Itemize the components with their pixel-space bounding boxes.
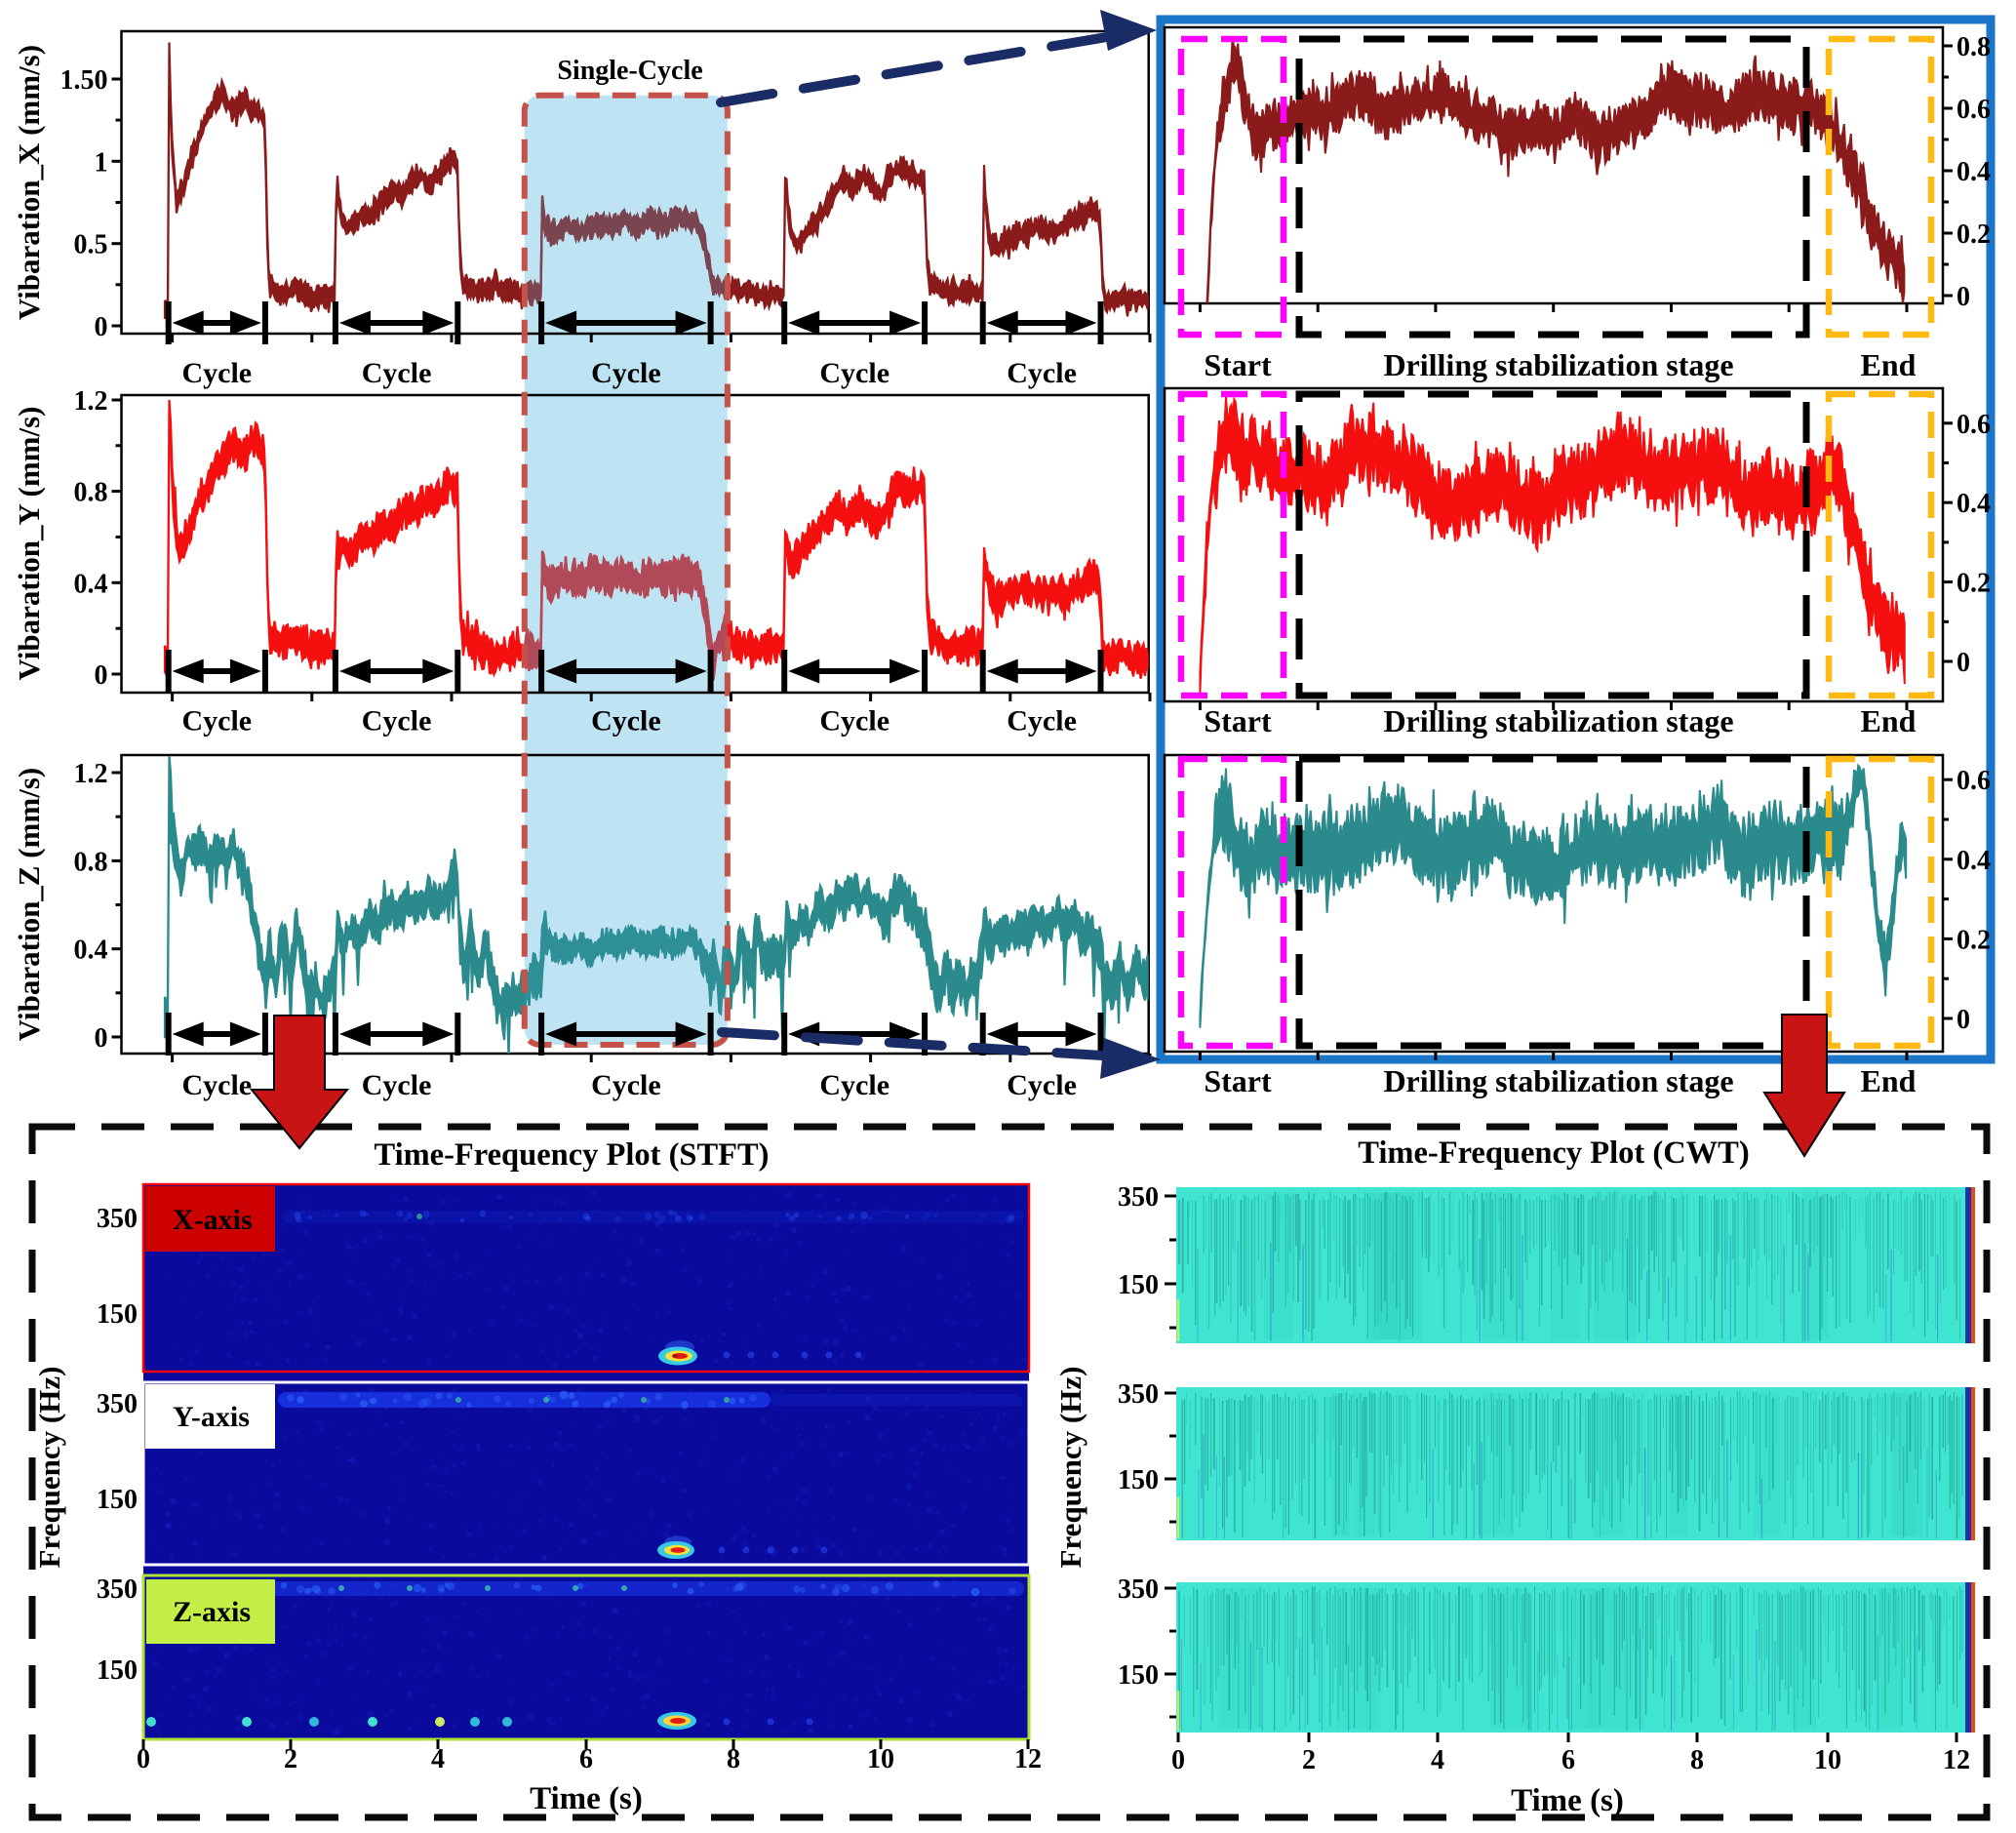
- svg-text:0: 0: [95, 312, 108, 342]
- svg-text:0: 0: [1957, 648, 1970, 678]
- svg-text:150: 150: [97, 1655, 138, 1686]
- svg-text:Single-Cycle: Single-Cycle: [557, 56, 702, 86]
- svg-text:0.2: 0.2: [1957, 569, 1991, 599]
- svg-text:0.4: 0.4: [1957, 489, 1991, 519]
- svg-text:Drilling stabilization stage: Drilling stabilization stage: [1383, 347, 1733, 382]
- svg-text:12: 12: [1943, 1745, 1970, 1775]
- svg-text:0: 0: [1171, 1745, 1185, 1775]
- svg-text:150: 150: [97, 1299, 138, 1330]
- svg-text:Vibaration_X (mm/s): Vibaration_X (mm/s): [12, 45, 46, 320]
- svg-text:2: 2: [1302, 1745, 1316, 1775]
- svg-text:150: 150: [1118, 1660, 1159, 1691]
- svg-text:0.4: 0.4: [74, 936, 108, 966]
- svg-text:1: 1: [95, 147, 108, 178]
- svg-text:Time-Frequency Plot (STFT): Time-Frequency Plot (STFT): [374, 1137, 769, 1173]
- svg-text:350: 350: [1118, 1182, 1159, 1213]
- svg-text:Start: Start: [1204, 347, 1272, 382]
- svg-text:0.5: 0.5: [74, 230, 108, 260]
- svg-text:Z-axis: Z-axis: [173, 1596, 251, 1628]
- svg-text:Cycle: Cycle: [181, 1069, 252, 1101]
- svg-text:350: 350: [97, 1389, 138, 1419]
- svg-text:0.8: 0.8: [1957, 32, 1991, 62]
- svg-text:Vibaration_Z (mm/s): Vibaration_Z (mm/s): [12, 768, 46, 1041]
- svg-text:350: 350: [97, 1204, 138, 1234]
- svg-text:Cycle: Cycle: [362, 357, 432, 389]
- svg-text:Y-axis: Y-axis: [173, 1401, 250, 1433]
- svg-text:0.8: 0.8: [74, 847, 108, 877]
- svg-text:8: 8: [1690, 1745, 1704, 1775]
- svg-text:8: 8: [727, 1744, 740, 1774]
- svg-text:Time (s): Time (s): [1511, 1783, 1624, 1818]
- svg-text:Start: Start: [1204, 703, 1272, 738]
- svg-text:Drilling stabilization stage: Drilling stabilization stage: [1383, 703, 1733, 738]
- svg-text:Cycle: Cycle: [819, 1069, 889, 1101]
- svg-text:10: 10: [1814, 1745, 1841, 1775]
- svg-text:Cycle: Cycle: [181, 357, 252, 389]
- svg-text:Cycle: Cycle: [362, 1069, 432, 1101]
- svg-text:4: 4: [1431, 1745, 1444, 1775]
- svg-text:Time-Frequency Plot (CWT): Time-Frequency Plot (CWT): [1358, 1136, 1749, 1171]
- svg-text:1.2: 1.2: [74, 759, 108, 789]
- svg-text:0.2: 0.2: [1957, 925, 1991, 955]
- svg-text:Cycle: Cycle: [591, 357, 661, 389]
- svg-text:4: 4: [431, 1744, 445, 1774]
- svg-text:Frequency (Hz): Frequency (Hz): [32, 1367, 66, 1569]
- svg-text:Cycle: Cycle: [181, 705, 252, 737]
- svg-text:150: 150: [1118, 1465, 1159, 1495]
- svg-text:0: 0: [1957, 282, 1970, 312]
- svg-text:150: 150: [97, 1485, 138, 1515]
- svg-text:Time (s): Time (s): [530, 1781, 643, 1816]
- svg-text:10: 10: [867, 1744, 894, 1774]
- svg-text:End: End: [1861, 1063, 1917, 1098]
- svg-text:Cycle: Cycle: [819, 705, 889, 737]
- svg-text:Cycle: Cycle: [819, 357, 889, 389]
- svg-text:1.50: 1.50: [60, 65, 108, 96]
- svg-text:12: 12: [1014, 1744, 1042, 1774]
- svg-text:0.4: 0.4: [1957, 157, 1991, 187]
- svg-text:Cycle: Cycle: [1007, 1069, 1077, 1101]
- svg-text:0.2: 0.2: [1957, 219, 1991, 250]
- svg-text:150: 150: [1118, 1270, 1159, 1300]
- svg-text:Cycle: Cycle: [591, 705, 661, 737]
- svg-text:350: 350: [97, 1574, 138, 1605]
- svg-text:350: 350: [1118, 1379, 1159, 1410]
- svg-text:Vibaration_Y (mm/s): Vibaration_Y (mm/s): [12, 407, 46, 681]
- svg-text:0.4: 0.4: [74, 569, 108, 599]
- svg-text:End: End: [1861, 703, 1917, 738]
- svg-text:0.6: 0.6: [1957, 410, 1991, 440]
- svg-text:X-axis: X-axis: [173, 1204, 253, 1236]
- svg-text:Cycle: Cycle: [362, 705, 432, 737]
- svg-text:End: End: [1861, 347, 1917, 382]
- svg-text:0.6: 0.6: [1957, 95, 1991, 125]
- svg-text:Cycle: Cycle: [1007, 705, 1077, 737]
- svg-text:Start: Start: [1204, 1063, 1272, 1098]
- svg-text:6: 6: [579, 1744, 593, 1774]
- svg-text:1.2: 1.2: [74, 386, 108, 417]
- svg-text:0.6: 0.6: [1957, 766, 1991, 796]
- svg-text:0: 0: [95, 1023, 108, 1054]
- svg-text:Drilling stabilization stage: Drilling stabilization stage: [1383, 1063, 1733, 1098]
- svg-text:Frequency (Hz): Frequency (Hz): [1053, 1367, 1087, 1569]
- svg-text:0: 0: [137, 1744, 150, 1774]
- svg-text:2: 2: [284, 1744, 297, 1774]
- svg-text:0.4: 0.4: [1957, 846, 1991, 876]
- svg-text:Cycle: Cycle: [1007, 357, 1077, 389]
- svg-text:0: 0: [95, 660, 108, 691]
- svg-text:0.8: 0.8: [74, 478, 108, 508]
- svg-text:0: 0: [1957, 1005, 1970, 1035]
- svg-text:Cycle: Cycle: [591, 1069, 661, 1101]
- svg-text:6: 6: [1561, 1745, 1575, 1775]
- svg-text:350: 350: [1118, 1574, 1159, 1605]
